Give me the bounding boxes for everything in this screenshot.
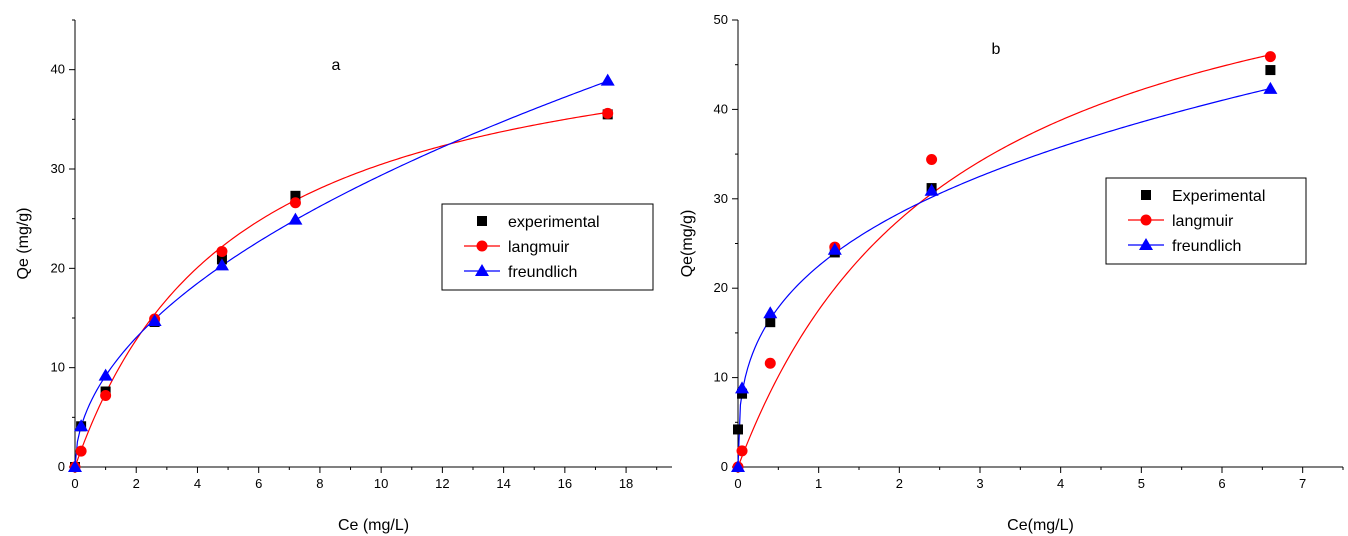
- x-axis-title: Ce (mg/L): [338, 517, 409, 534]
- freundlich-point: [147, 313, 162, 326]
- series-freundlich: [731, 81, 1278, 472]
- x-tick-label: 4: [194, 476, 201, 491]
- series-freundlich: [68, 73, 615, 472]
- langmuir-point: [75, 445, 87, 457]
- x-tick-label: 2: [896, 476, 903, 491]
- y-tick-label: 30: [51, 161, 65, 176]
- x-tick-label: 8: [316, 476, 323, 491]
- legend-label: Experimental: [1172, 188, 1265, 205]
- panel-label: a: [332, 57, 341, 74]
- x-axis-title: Ce(mg/L): [1007, 517, 1074, 534]
- freundlich-point: [924, 183, 939, 196]
- freundlich-point: [600, 73, 615, 86]
- y-tick-label: 40: [714, 101, 728, 116]
- legend-marker-freundlich: [1139, 238, 1153, 250]
- legend-marker-freundlich: [475, 264, 489, 276]
- langmuir-point: [602, 107, 614, 119]
- x-tick-label: 12: [435, 476, 449, 491]
- experimental-point: [290, 190, 301, 201]
- series-experimental: [70, 109, 613, 472]
- freundlich-point: [98, 368, 113, 381]
- experimental-point: [1265, 65, 1276, 76]
- y-tick-label: 20: [51, 260, 65, 275]
- x-tick-label: 0: [71, 476, 78, 491]
- langmuir-point: [289, 197, 301, 209]
- legend-marker-experimental: [1141, 190, 1151, 200]
- freundlich-fit-curve: [74, 80, 608, 468]
- freundlich-point: [731, 460, 745, 472]
- legend-marker-langmuir: [1140, 214, 1152, 226]
- legend-label: freundlich: [508, 264, 577, 281]
- freundlich-point: [763, 306, 778, 319]
- chart-panel-b: 0 1 2 3 4 5 6 7 0 10 20 30 40 50 Ce(mg/L) Qe(mg/g) b Expe…: [679, 12, 1344, 534]
- x-tick-label: 18: [619, 476, 633, 491]
- langmuir-point: [736, 445, 748, 457]
- x-tick-label: 16: [558, 476, 572, 491]
- langmuir-point: [1264, 51, 1276, 63]
- y-tick-label: 10: [714, 370, 728, 385]
- y-axis-title: Qe (mg/g): [15, 207, 32, 279]
- freundlich-point: [74, 419, 89, 432]
- freundlich-point: [827, 242, 842, 255]
- x-tick-label: 2: [133, 476, 140, 491]
- langmuir-point: [216, 245, 228, 257]
- y-tick-label: 0: [58, 459, 65, 474]
- legend-marker-langmuir: [476, 240, 488, 252]
- freundlich-point: [288, 212, 303, 225]
- panel-label: b: [992, 41, 1001, 58]
- x-tick-label: 14: [496, 476, 510, 491]
- legend-marker-experimental: [477, 216, 487, 226]
- langmuir-point: [100, 389, 112, 401]
- y-axis-title: Qe(mg/g): [679, 210, 696, 278]
- x-tick-label: 5: [1138, 476, 1145, 491]
- legend-label: langmuir: [1172, 213, 1234, 230]
- chart-panel-a: 0 2 4 6 8 10 12 14 16 18 0 10 20 30 40 Ce (mg/L) Qe (mg/…: [15, 19, 672, 534]
- legend-label: experimental: [508, 214, 600, 231]
- x-tick-label: 10: [374, 476, 388, 491]
- x-tick-label: 3: [976, 476, 983, 491]
- freundlich-point: [214, 258, 229, 271]
- freundlich-point: [735, 381, 750, 394]
- y-tick-label: 40: [51, 62, 65, 77]
- y-tick-label: 30: [714, 191, 728, 206]
- experimental-point: [733, 424, 743, 435]
- langmuir-fit-curve: [74, 111, 608, 468]
- x-tick-label: 4: [1057, 476, 1064, 491]
- experimental-point: [737, 388, 748, 399]
- legend: Experimental langmuir freundlich: [1105, 177, 1307, 265]
- y-tick-label: 50: [714, 12, 728, 27]
- y-tick-label: 20: [714, 280, 728, 295]
- legend-label: langmuir: [508, 239, 570, 256]
- x-tick-label: 7: [1299, 476, 1306, 491]
- langmuir-point: [764, 357, 776, 369]
- legend-label: freundlich: [1172, 238, 1241, 255]
- y-tick-label: 0: [721, 459, 728, 474]
- experimental-point: [765, 317, 776, 328]
- legend: experimental langmuir freundlich: [441, 203, 654, 291]
- langmuir-fit-curve: [737, 54, 1271, 468]
- y-tick-label: 10: [51, 360, 65, 375]
- langmuir-point: [926, 153, 938, 165]
- x-tick-label: 6: [255, 476, 262, 491]
- freundlich-point: [68, 460, 82, 472]
- x-tick-label: 1: [815, 476, 822, 491]
- x-tick-label: 0: [734, 476, 741, 491]
- freundlich-point: [1263, 81, 1278, 94]
- x-tick-label: 6: [1218, 476, 1225, 491]
- freundlich-fit-curve: [737, 87, 1271, 468]
